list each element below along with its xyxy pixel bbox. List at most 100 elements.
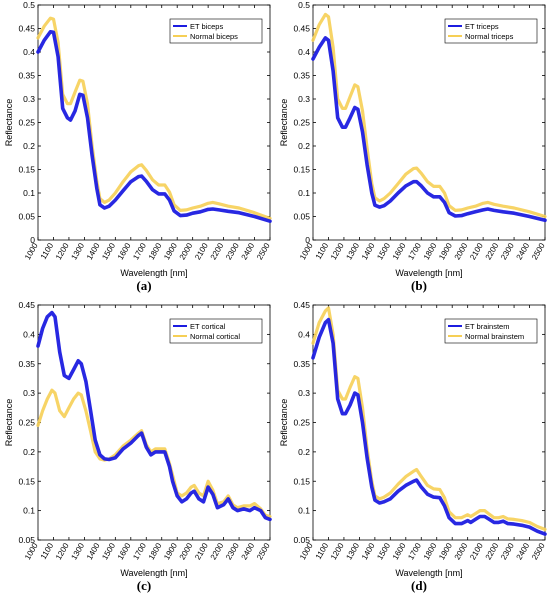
y-tick-label: 0.15 xyxy=(293,165,310,175)
x-tick-label: 1400 xyxy=(360,541,377,561)
x-tick-label: 2200 xyxy=(484,241,501,261)
x-tick-label: 1500 xyxy=(375,541,392,561)
panel-caption: (c) xyxy=(137,578,151,593)
legend-box xyxy=(444,18,538,44)
y-tick-label: 0.35 xyxy=(18,71,35,81)
chart-panel-b: 0 0.05 0.1 0.15 0.2 0.25 0.3 0.35 0.4 0.45 0.5 1000… xyxy=(275,0,550,300)
x-tick-label: 2000 xyxy=(178,241,195,261)
x-tick-label: 1100 xyxy=(314,541,331,561)
plot-area xyxy=(312,304,546,541)
x-tick-label: 2200 xyxy=(209,541,226,561)
x-tick-label: 1200 xyxy=(329,241,346,261)
x-tick-label: 2500 xyxy=(530,541,547,561)
x-tick-label: 1200 xyxy=(54,541,71,561)
x-tick-label: 1500 xyxy=(100,241,117,261)
y-tick-label: 0 xyxy=(30,235,35,245)
x-axis-label: Wavelength [nm] xyxy=(120,568,187,578)
legend-entry: ET triceps xyxy=(465,22,499,31)
legend-entry: Normal cortical xyxy=(190,332,240,341)
x-tick-label: 1300 xyxy=(69,241,86,261)
x-tick-label: 1700 xyxy=(131,241,148,261)
legend-entry: ET cortical xyxy=(190,322,226,331)
x-tick-label: 1800 xyxy=(422,241,439,261)
x-tick-label: 1300 xyxy=(344,541,361,561)
y-tick-label: 0.15 xyxy=(18,165,35,175)
y-tick-label: 0.2 xyxy=(298,141,310,151)
x-tick-label: 1200 xyxy=(54,241,71,261)
y-tick-label: 0.5 xyxy=(23,0,35,10)
x-tick-label: 1700 xyxy=(131,541,148,561)
x-tick-label: 2100 xyxy=(193,241,210,261)
series-line-normal xyxy=(36,16,272,220)
y-tick-label: 0.5 xyxy=(298,0,310,10)
x-tick-label: 2100 xyxy=(193,541,210,561)
chart-panel-d: 0.05 0.1 0.15 0.2 0.25 0.3 0.35 0.4 0.45 1000 1100… xyxy=(275,300,550,601)
x-tick-label: 1800 xyxy=(147,541,164,561)
y-tick-label: 0.05 xyxy=(293,212,310,222)
y-tick-label: 0.25 xyxy=(18,118,35,128)
x-tick-label: 2500 xyxy=(530,241,547,261)
x-tick-label: 1100 xyxy=(39,241,56,261)
y-tick-label: 0.05 xyxy=(293,535,310,545)
y-tick-label: 0.05 xyxy=(18,212,35,222)
legend-box xyxy=(444,318,538,344)
x-tick-label: 1800 xyxy=(422,541,439,561)
x-tick-label: 2500 xyxy=(255,541,272,561)
y-axis-label: Reflectance xyxy=(279,399,289,447)
y-tick-label: 0.45 xyxy=(18,300,35,310)
x-tick-label: 2000 xyxy=(453,541,470,561)
y-tick-label: 0.35 xyxy=(293,359,310,369)
legend-entry: ET brainstem xyxy=(465,322,509,331)
x-tick-label: 2400 xyxy=(515,241,532,261)
x-tick-label: 2400 xyxy=(240,541,257,561)
x-tick-label: 1400 xyxy=(360,241,377,261)
y-tick-label: 0.35 xyxy=(293,71,310,81)
series-line-normal xyxy=(311,306,547,531)
y-tick-label: 0.25 xyxy=(18,418,35,428)
y-tick-label: 0.05 xyxy=(18,535,35,545)
legend-box xyxy=(169,318,263,344)
x-tick-label: 2300 xyxy=(499,241,516,261)
series-line-et xyxy=(36,310,272,522)
x-tick-label: 2300 xyxy=(224,241,241,261)
x-tick-label: 1500 xyxy=(100,541,117,561)
series-line-et xyxy=(36,29,272,223)
x-tick-label: 2400 xyxy=(515,541,532,561)
series-line-et xyxy=(311,317,547,536)
y-tick-label: 0.25 xyxy=(293,418,310,428)
x-tick-label: 1000 xyxy=(298,241,315,261)
x-tick-label: 1600 xyxy=(391,241,408,261)
x-tick-label: 1300 xyxy=(69,541,86,561)
x-tick-label: 2200 xyxy=(209,241,226,261)
legend-entry: ET biceps xyxy=(190,22,223,31)
x-axis-label: Wavelength [nm] xyxy=(120,268,187,278)
y-axis-label: Reflectance xyxy=(4,99,14,147)
chart-svg-b: 0 0.05 0.1 0.15 0.2 0.25 0.3 0.35 0.4 0.45 0.5 1000… xyxy=(279,0,547,293)
x-tick-label: 1600 xyxy=(391,541,408,561)
x-tick-label: 1100 xyxy=(314,241,331,261)
x-tick-label: 1800 xyxy=(147,241,164,261)
y-tick-label: 0.45 xyxy=(293,300,310,310)
series-line-normal xyxy=(311,12,547,219)
y-tick-label: 0.1 xyxy=(298,506,310,516)
x-tick-label: 1900 xyxy=(437,541,454,561)
x-tick-label: 2100 xyxy=(468,541,485,561)
x-tick-label: 2300 xyxy=(499,541,516,561)
x-tick-label: 1300 xyxy=(344,241,361,261)
x-tick-label: 1900 xyxy=(162,541,179,561)
y-tick-label: 0.4 xyxy=(298,329,310,339)
chart-panel-a: 0 0.05 0.1 0.15 0.2 0.25 0.3 0.35 0.4 0.45 0.5 1000… xyxy=(0,0,275,300)
y-tick-label: 0.4 xyxy=(298,47,310,57)
y-tick-label: 0.15 xyxy=(293,476,310,486)
x-tick-label: 1400 xyxy=(85,541,102,561)
legend-entry: Normal brainstem xyxy=(465,332,524,341)
y-tick-label: 0.25 xyxy=(293,118,310,128)
y-axis-label: Reflectance xyxy=(4,399,14,447)
y-tick-label: 0.1 xyxy=(23,506,35,516)
y-tick-label: 0.4 xyxy=(23,329,35,339)
panel-caption: (a) xyxy=(136,278,151,293)
y-tick-label: 0.45 xyxy=(18,24,35,34)
y-tick-label: 0.15 xyxy=(18,476,35,486)
x-tick-label: 2000 xyxy=(453,241,470,261)
